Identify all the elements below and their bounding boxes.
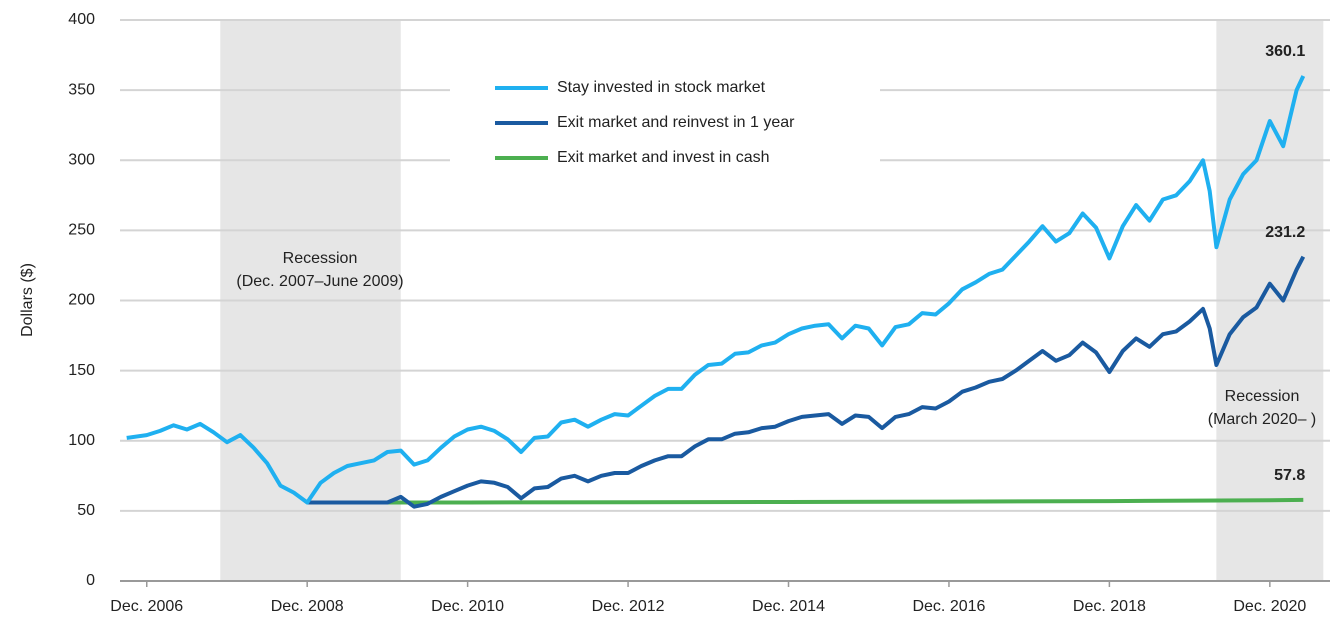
x-tick-label: Dec. 2008 (271, 598, 344, 615)
x-tick-label: Dec. 2014 (752, 598, 825, 615)
y-tick-label: 150 (68, 362, 95, 379)
recession-label: Recession (1225, 388, 1300, 405)
y-tick-label: 400 (68, 11, 95, 28)
recession-label: (Dec. 2007–June 2009) (236, 273, 403, 290)
y-tick-label: 300 (68, 151, 95, 168)
y-tick-label: 200 (68, 292, 95, 309)
recession-label: Recession (283, 250, 358, 267)
y-tick-label: 50 (77, 502, 95, 519)
series-line (307, 497, 1304, 505)
x-tick-label: Dec. 2018 (1073, 598, 1146, 615)
x-tick-label: Dec. 2010 (431, 598, 504, 615)
legend-label: Exit market and reinvest in 1 year (557, 114, 795, 131)
series-line (307, 255, 1306, 509)
recession-label: (March 2020– ) (1208, 411, 1317, 428)
x-tick-label: Dec. 2006 (110, 598, 183, 615)
legend-label: Stay invested in stock market (557, 79, 766, 96)
x-tick-label: Dec. 2016 (912, 598, 985, 615)
y-tick-label: 350 (68, 81, 95, 98)
x-tick-label: Dec. 2012 (592, 598, 665, 615)
end-value-label: 360.1 (1265, 43, 1305, 60)
y-tick-label: 100 (68, 432, 95, 449)
legend-label: Exit market and invest in cash (557, 149, 770, 166)
end-value-label: 231.2 (1265, 224, 1305, 241)
x-tick-label: Dec. 2020 (1233, 598, 1306, 615)
y-tick-label: 0 (86, 572, 95, 589)
y-tick-label: 250 (68, 222, 95, 239)
end-value-label: 57.8 (1274, 467, 1305, 484)
series-line (126, 75, 1306, 505)
y-axis-title: Dollars ($) (19, 263, 36, 337)
